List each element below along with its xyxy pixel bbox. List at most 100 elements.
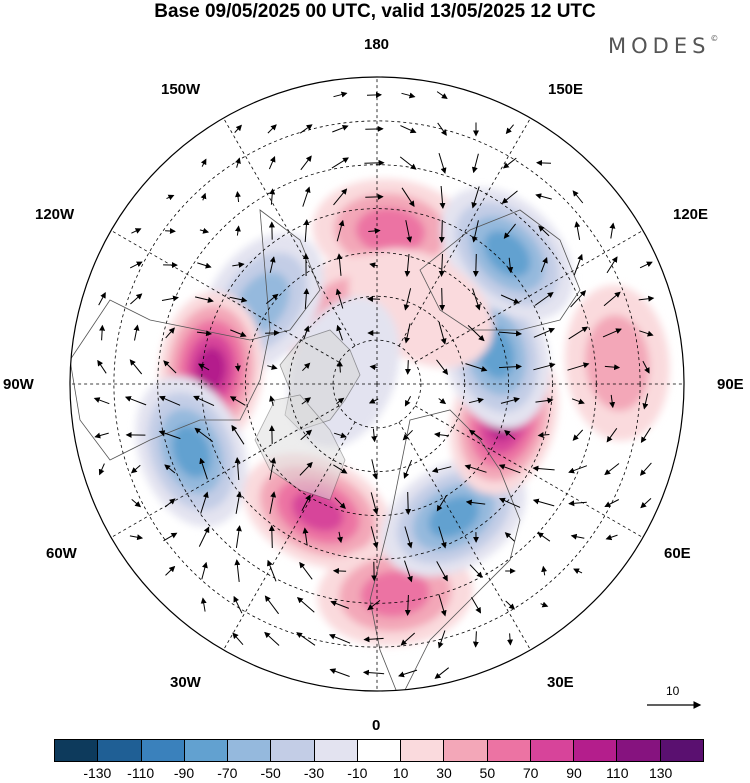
meridian-330 xyxy=(223,421,356,651)
colorbar-swatch-5 xyxy=(271,740,315,761)
wind-arrow-237 xyxy=(434,667,450,679)
wind-arrow-92 xyxy=(336,324,343,341)
wind-arrow-228 xyxy=(328,633,351,644)
wind-arrow-169 xyxy=(639,462,652,476)
lon-label-0: 0 xyxy=(372,717,381,734)
wind-arrow-154 xyxy=(130,464,141,474)
colorbar-tick-label: -10 xyxy=(347,765,368,781)
wind-arrow-161 xyxy=(371,459,379,480)
wind-arrow-142 xyxy=(300,429,313,441)
map-disc xyxy=(70,77,684,691)
wind-arrow-108 xyxy=(302,362,311,372)
wind-arrow-173 xyxy=(235,491,242,514)
wind-arrow-45 xyxy=(405,220,413,243)
wind-arrow-44 xyxy=(368,227,381,234)
wind-arrow-12 xyxy=(505,124,514,135)
wind-arrow-7 xyxy=(332,125,349,133)
wind-arrow-208 xyxy=(404,560,413,583)
wind-arrow-69 xyxy=(130,293,143,305)
wind-arrow-107 xyxy=(267,364,278,370)
wind-arrow-181 xyxy=(498,497,521,508)
wind-arrow-103 xyxy=(129,359,143,375)
wind-arrow-97 xyxy=(498,330,522,337)
wind-arrow-226 xyxy=(264,631,280,646)
wind-arrow-206 xyxy=(332,567,347,574)
wind-arrow-168 xyxy=(604,463,620,476)
wind-arrow-201 xyxy=(165,565,176,576)
wind-arrow-187 xyxy=(163,532,178,542)
wind-arrow-133 xyxy=(571,398,585,405)
wind-arrow-104 xyxy=(163,360,177,374)
wind-arrow-26 xyxy=(235,191,241,203)
wind-arrow-131 xyxy=(500,396,520,404)
wind-arrow-37 xyxy=(131,228,142,234)
wind-arrow-48 xyxy=(503,223,516,239)
wind-arrow-179 xyxy=(436,495,448,512)
wind-arrow-27 xyxy=(269,188,276,205)
map-border xyxy=(69,76,685,692)
wind-arrow-98 xyxy=(533,327,556,338)
wind-arrow-82 xyxy=(570,290,587,308)
anomaly-contour-4-3 xyxy=(172,425,211,478)
wind-arrow-200 xyxy=(605,534,618,541)
wind-arrow-24 xyxy=(166,194,175,201)
colorbar-tick-label: -50 xyxy=(260,765,281,781)
colorbar-tick-label: -130 xyxy=(83,765,112,781)
wind-arrow-232 xyxy=(472,631,479,648)
wind-arrow-112 xyxy=(436,359,449,375)
colorbar-tick-label: 70 xyxy=(522,765,539,781)
wind-arrow-79 xyxy=(472,288,481,311)
wind-arrow-151 xyxy=(606,428,618,443)
wind-arrow-162 xyxy=(403,459,413,479)
colorbar-swatch-8 xyxy=(401,740,445,761)
lon-label-180: 180 xyxy=(364,36,390,53)
wind-arrow-66 xyxy=(606,256,618,274)
wind-arrow-114 xyxy=(498,363,522,370)
meridian-210 xyxy=(223,117,356,347)
wind-arrow-32 xyxy=(439,185,446,209)
wind-arrow-221 xyxy=(438,594,447,617)
colorbar-swatch-14 xyxy=(660,740,703,761)
wind-arrow-140 xyxy=(231,424,245,445)
wind-arrow-78 xyxy=(439,287,446,311)
colorbar xyxy=(54,739,704,762)
wind-arrow-170 xyxy=(131,499,142,508)
colorbar-swatch-3 xyxy=(184,740,229,761)
wind-arrow-138 xyxy=(158,430,181,440)
wind-arrow-118 xyxy=(642,360,650,374)
brand-mark: © xyxy=(710,34,719,43)
wind-arrow-215 xyxy=(233,595,243,614)
wind-arrow-29 xyxy=(333,188,348,206)
wind-arrow-235 xyxy=(362,669,385,676)
wind-arrow-72 xyxy=(229,296,248,303)
colorbar-tick-label: -70 xyxy=(217,765,238,781)
wind-arrow-60 xyxy=(404,253,411,277)
wind-arrow-46 xyxy=(438,219,445,243)
wind-arrow-101 xyxy=(639,330,654,337)
wind-arrow-38 xyxy=(165,228,176,234)
wind-arrow-190 xyxy=(268,525,275,549)
wind-arrow-165 xyxy=(498,464,521,474)
anomaly-contour-5-3 xyxy=(291,491,344,532)
wind-arrow-143 xyxy=(333,432,347,439)
wind-arrow-47 xyxy=(471,220,479,243)
wind-arrow-144 xyxy=(371,428,378,443)
wind-arrow-51 xyxy=(609,222,616,239)
wind-arrow-83 xyxy=(603,291,621,307)
wind-arrow-126 xyxy=(336,397,345,405)
wind-arrow-50 xyxy=(574,221,581,240)
wind-arrow-184 xyxy=(604,499,620,507)
wind-arrow-70 xyxy=(161,295,179,302)
wind-arrow-105 xyxy=(198,363,210,371)
wind-arrow-95 xyxy=(438,322,447,345)
wind-arrow-80 xyxy=(500,294,520,304)
wind-arrow-224 xyxy=(540,601,549,608)
wind-arrow-39 xyxy=(199,227,210,234)
wind-arrow-52 xyxy=(129,261,143,269)
wind-arrow-49 xyxy=(538,225,550,237)
wind-arrow-74 xyxy=(303,288,310,309)
wind-arrow-223 xyxy=(505,600,516,610)
wind-arrow-129 xyxy=(438,398,447,405)
lon-label-30e: 30E xyxy=(547,674,574,691)
